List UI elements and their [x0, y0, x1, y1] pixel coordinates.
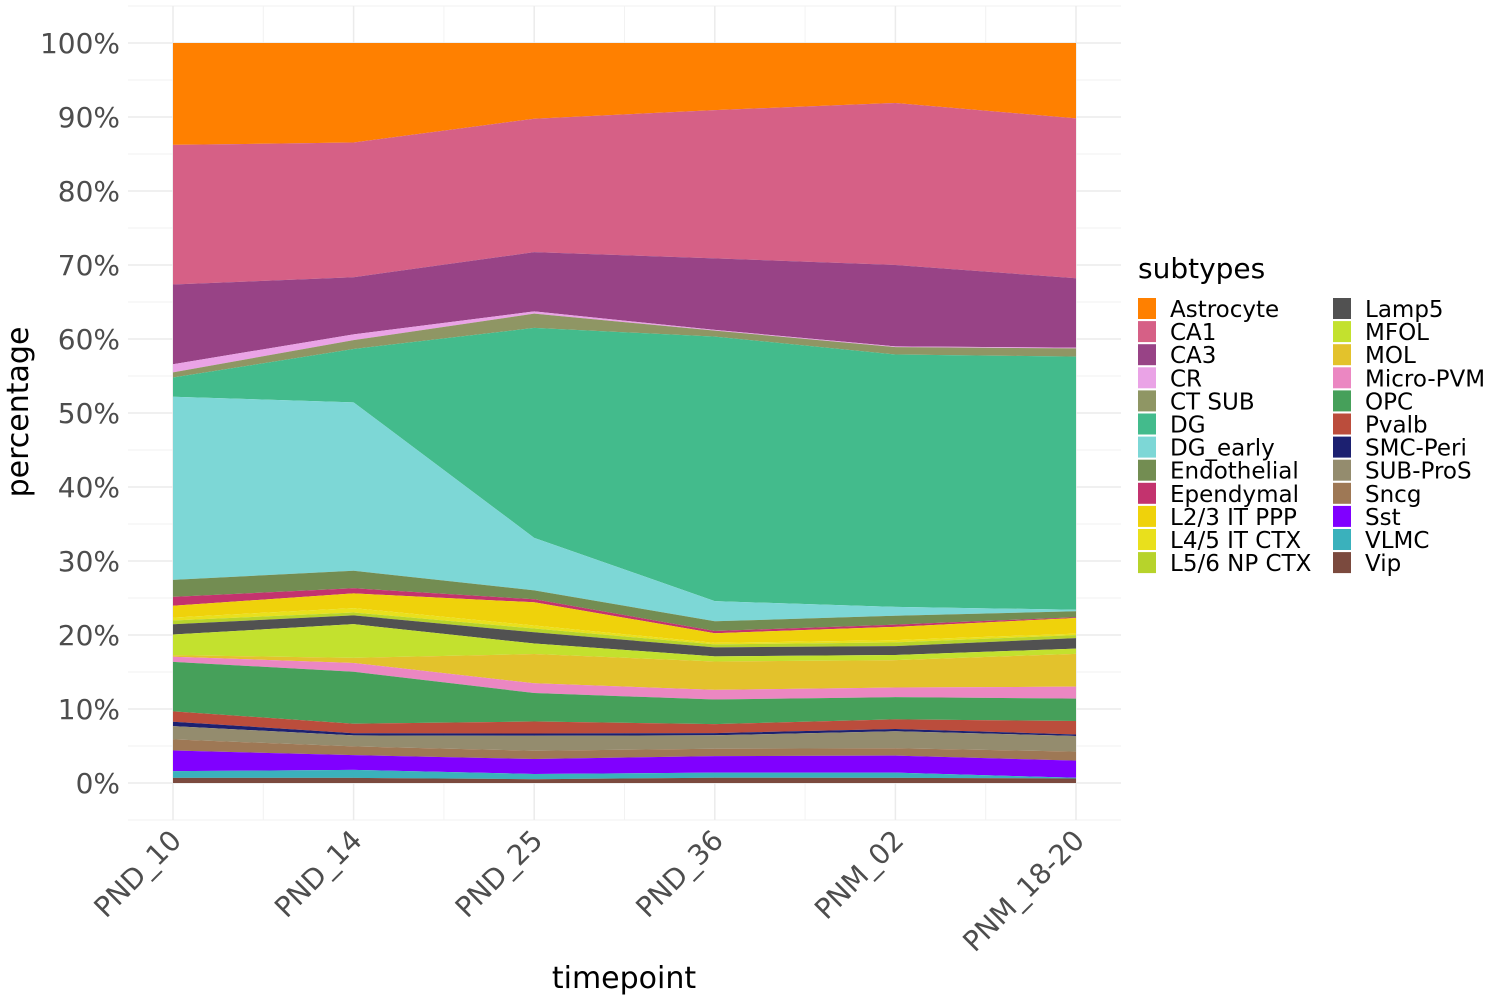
legend-key-vip [1333, 552, 1351, 574]
legend-key-sub-pros [1333, 459, 1351, 481]
legend-label-mfol: MFOL [1365, 320, 1429, 346]
y-tick-label: 30% [58, 545, 120, 578]
legend-key-sncg [1333, 482, 1351, 504]
y-tick-label: 80% [58, 175, 120, 208]
legend-label-l2-3-it-ppp: L2/3 IT PPP [1170, 505, 1297, 531]
legend-key-sst [1333, 505, 1351, 527]
legend-key-opc [1333, 390, 1351, 412]
legend-label-ependymal: Ependymal [1170, 482, 1299, 508]
x-tick-label: PNM_18-20 [956, 824, 1091, 959]
x-axis-ticks: PND_10 PND_14 PND_25 PND_36 PNM_02 PNM_18-20 [88, 824, 1091, 959]
y-tick-label: 60% [58, 323, 120, 356]
legend-key-micro-pvm [1333, 367, 1351, 389]
legend-key-ependymal [1138, 482, 1156, 504]
x-tick-label: PND_25 [449, 824, 549, 924]
legend-key-endothelial [1138, 459, 1156, 481]
legend-label-vlmc: VLMC [1365, 528, 1429, 554]
x-tick-label: PND_14 [268, 824, 368, 924]
legend-label-ca3: CA3 [1170, 343, 1216, 369]
area-sncg [173, 739, 1076, 761]
area-sub-pros [173, 726, 1076, 752]
area-astrocyte [173, 43, 1076, 145]
legend-label-l5-6-np-ctx: L5/6 NP CTX [1170, 551, 1312, 577]
area-opc [173, 661, 1076, 725]
area-vlmc [173, 769, 1076, 780]
legend-label-endothelial: Endothelial [1170, 459, 1299, 485]
area-vip [173, 777, 1076, 783]
legend-label-lamp5: Lamp5 [1365, 297, 1444, 323]
legend-label-l4-5-it-ctx: L4/5 IT CTX [1170, 528, 1301, 554]
area-mfol [173, 624, 1076, 662]
legend-label-ct-sub: CT SUB [1170, 389, 1255, 415]
legend-title: subtypes [1138, 252, 1265, 285]
area-dg [173, 327, 1076, 610]
legend-label-dg-early: DG_early [1170, 436, 1275, 462]
legend-key-ca3 [1138, 344, 1156, 366]
area-pvalb [173, 711, 1076, 735]
x-tick-label: PND_36 [629, 824, 729, 924]
legend-key-cr [1138, 367, 1156, 389]
x-tick-label: PNM_02 [808, 824, 910, 926]
area-ca1 [173, 102, 1076, 285]
legend-label-astrocyte: Astrocyte [1170, 297, 1279, 323]
y-tick-label: 20% [58, 619, 120, 652]
y-tick-label: 10% [58, 693, 120, 726]
x-axis-title: timepoint [552, 961, 697, 996]
area-lamp5 [173, 615, 1076, 657]
y-tick-label: 70% [58, 249, 120, 282]
area-l2-3-it-ppp [173, 593, 1076, 643]
legend-label-sncg: Sncg [1365, 482, 1421, 508]
legend-key-mfol [1333, 321, 1351, 343]
area-endothelial [173, 570, 1076, 631]
legend-label-pvalb: Pvalb [1365, 413, 1428, 439]
legend-key-lamp5 [1333, 298, 1351, 319]
area-mol [173, 653, 1076, 690]
legend-label-dg: DG [1170, 413, 1206, 439]
y-tick-label: 0% [76, 767, 120, 800]
legend-label-cr: CR [1170, 366, 1202, 392]
legend-label-sub-pros: SUB-ProS [1365, 459, 1472, 485]
legend-key-dg-early [1138, 436, 1156, 458]
legend-label-sst: Sst [1365, 505, 1401, 531]
legend-label-smc-peri: SMC-Peri [1365, 436, 1467, 462]
legend-key-l4-5-it-ctx [1138, 529, 1156, 550]
area-dg-early [173, 396, 1076, 622]
legend-label-opc: OPC [1365, 389, 1413, 415]
area-micro-pvm [173, 656, 1076, 700]
area-ca3 [173, 252, 1076, 365]
y-axis-ticks: 0% 10% 20% 30% 40% 50% 60% 70% 80% 90% 100% [40, 27, 120, 800]
area-sst [173, 750, 1076, 778]
legend-key-dg [1138, 413, 1156, 435]
legend-key-smc-peri [1333, 436, 1351, 458]
area-ependymal [173, 588, 1076, 634]
y-tick-label: 40% [58, 471, 120, 504]
area-layers [173, 43, 1076, 783]
legend-label-ca1: CA1 [1170, 320, 1216, 346]
legend-key-ct-sub [1138, 390, 1156, 412]
y-tick-label: 90% [58, 101, 120, 134]
legend-label-mol: MOL [1365, 343, 1416, 369]
y-tick-label: 100% [40, 27, 120, 60]
legend-key-ca1 [1138, 321, 1156, 343]
legend-key-l2-3-it-ppp [1138, 505, 1156, 527]
legend-key-vlmc [1333, 529, 1351, 550]
legend-label-micro-pvm: Micro-PVM [1365, 366, 1485, 392]
x-tick-label: PND_10 [88, 824, 188, 924]
legend-key-mol [1333, 344, 1351, 366]
legend-key-l5-6-np-ctx [1138, 552, 1156, 574]
y-axis-title: percentage [1, 327, 36, 498]
legend-key-astrocyte [1138, 298, 1156, 319]
legend-key-pvalb [1333, 413, 1351, 435]
y-tick-label: 50% [58, 397, 120, 430]
area-ct-sub [173, 313, 1076, 378]
legend-label-vip: Vip [1365, 551, 1401, 577]
